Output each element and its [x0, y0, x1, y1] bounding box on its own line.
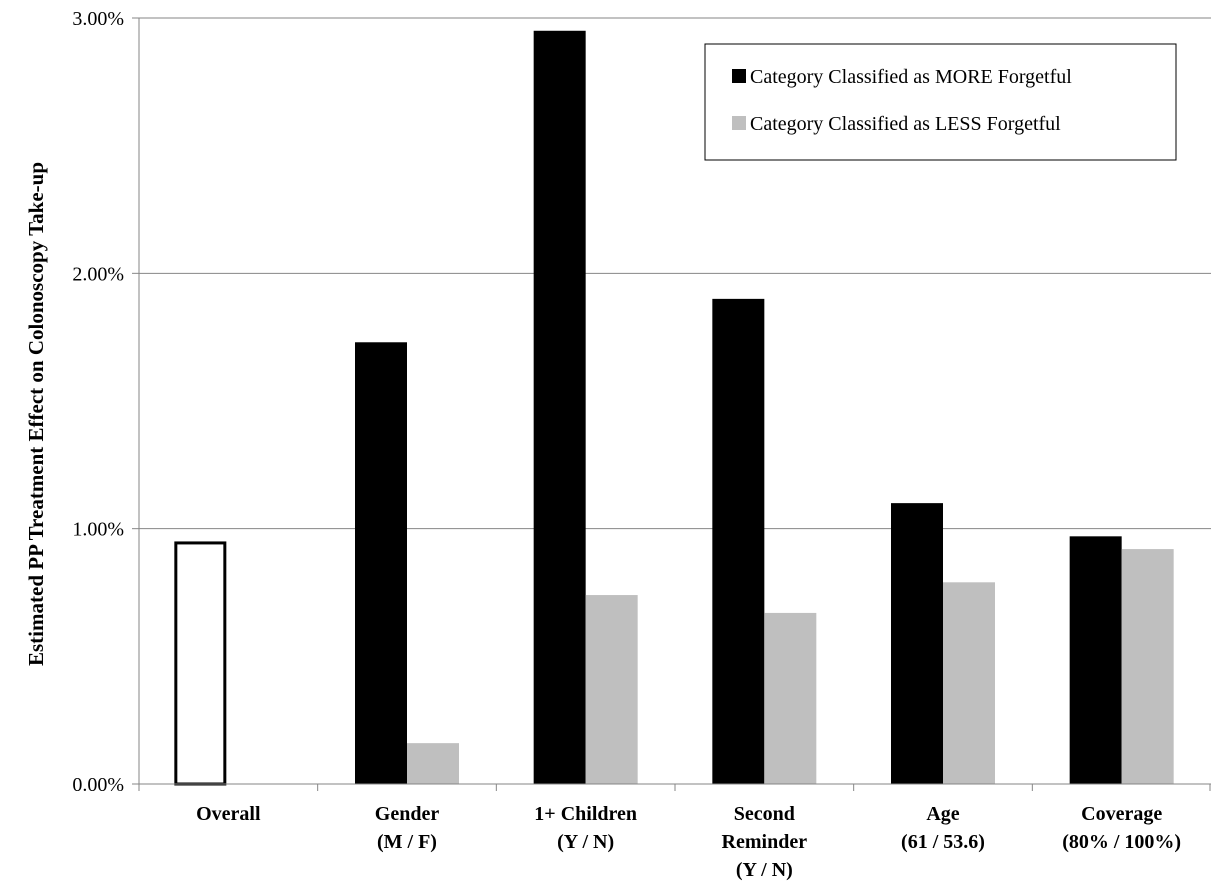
y-tick-label: 3.00% [72, 8, 124, 30]
bar-more-forgetful [533, 30, 586, 785]
bar-more-forgetful [1069, 536, 1122, 784]
bar-more-forgetful [891, 503, 943, 784]
category-label: Coverage [1081, 803, 1162, 825]
bar-overall [174, 541, 227, 786]
category-label: (80% / 100%) [1062, 831, 1181, 853]
y-axis-label: Estimated PP Treatment Effect on Colonos… [24, 162, 48, 666]
category-label: Reminder [722, 831, 808, 853]
category-label: Gender [375, 803, 440, 825]
bar-less-forgetful [764, 612, 817, 784]
category-label: (Y / N) [557, 831, 614, 853]
bars [174, 30, 1174, 786]
category-labels: Overall Gender (M / F) 1+ Children (Y / N) Se… [196, 803, 1181, 881]
category-label: Overall [196, 803, 261, 825]
category-label: (61 / 53.6) [901, 831, 985, 853]
axes [138, 18, 1211, 791]
category-label: (M / F) [377, 831, 437, 853]
bar-less-forgetful [943, 582, 995, 784]
legend-swatch [732, 116, 746, 130]
legend-label: Category Classified as MORE Forgetful [750, 66, 1072, 88]
category-label: Second [734, 803, 795, 825]
y-tick-label: 1.00% [72, 519, 124, 541]
gridlines [139, 17, 1211, 530]
category-label: (Y / N) [736, 859, 793, 881]
y-tick-label: 0.00% [72, 774, 124, 796]
bar-more-forgetful [712, 298, 765, 784]
category-label: 1+ Children [534, 803, 637, 825]
y-tick-labels: 0.00% 1.00% 2.00% 3.00% [72, 8, 139, 796]
legend: Category Classified as MORE Forgetful Cat… [704, 43, 1177, 161]
bar-more-forgetful [355, 342, 407, 784]
bar-less-forgetful [585, 595, 638, 784]
y-tick-label: 2.00% [72, 263, 124, 285]
legend-box [704, 43, 1177, 161]
category-label: Age [926, 803, 959, 825]
legend-swatch [732, 69, 746, 83]
bar-less-forgetful [407, 743, 459, 784]
legend-label: Category Classified as LESS Forgetful [750, 113, 1061, 135]
bar-less-forgetful [1121, 549, 1174, 784]
